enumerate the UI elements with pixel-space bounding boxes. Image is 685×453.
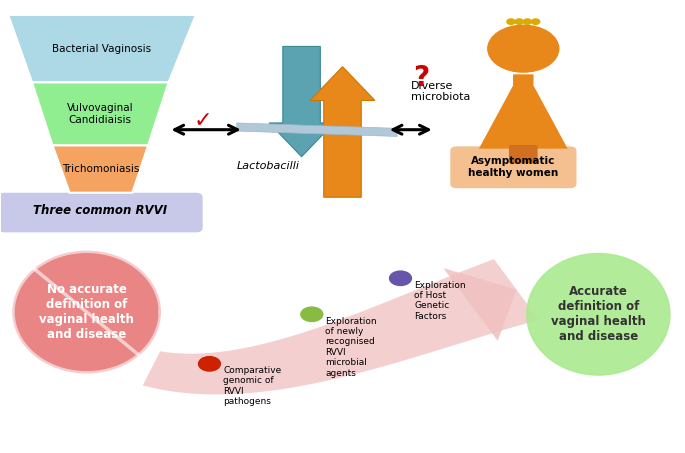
Circle shape	[532, 19, 540, 24]
Text: Diverse
microbiota: Diverse microbiota	[411, 81, 470, 102]
Text: Comparative
genomic of
RVVI
pathogens: Comparative genomic of RVVI pathogens	[223, 366, 282, 406]
Polygon shape	[8, 15, 196, 82]
Circle shape	[488, 25, 559, 72]
Polygon shape	[310, 67, 375, 197]
Ellipse shape	[13, 251, 160, 373]
Circle shape	[515, 19, 523, 24]
Text: Exploration
of Host
Genetic
Factors: Exploration of Host Genetic Factors	[414, 280, 466, 321]
Text: Trichomoniasis: Trichomoniasis	[62, 164, 139, 174]
Polygon shape	[269, 46, 334, 157]
Polygon shape	[53, 145, 148, 193]
Polygon shape	[32, 82, 169, 145]
Circle shape	[507, 19, 515, 24]
Circle shape	[523, 19, 532, 24]
Circle shape	[199, 357, 221, 371]
Text: ?: ?	[413, 64, 429, 92]
Polygon shape	[237, 123, 397, 136]
Text: No accurate
definition of
vaginal health
and disease: No accurate definition of vaginal health…	[39, 283, 134, 341]
Circle shape	[390, 271, 412, 285]
Polygon shape	[142, 259, 539, 395]
Text: Vulvovaginal
Candidiaisis: Vulvovaginal Candidiaisis	[67, 103, 134, 125]
Text: ✓: ✓	[193, 111, 212, 131]
Ellipse shape	[527, 254, 670, 375]
Polygon shape	[443, 268, 516, 341]
FancyBboxPatch shape	[0, 193, 203, 232]
Text: Accurate
definition of
vaginal health
and disease: Accurate definition of vaginal health an…	[551, 285, 646, 343]
Text: Asymptomatic
healthy women: Asymptomatic healthy women	[468, 156, 558, 178]
Text: Three common RVVI: Three common RVVI	[34, 204, 167, 217]
Polygon shape	[479, 74, 568, 149]
Text: Exploration
of newly
recognised
RVVI
microbial
agents: Exploration of newly recognised RVVI mic…	[325, 317, 377, 377]
Circle shape	[301, 307, 323, 322]
FancyBboxPatch shape	[450, 146, 577, 188]
FancyBboxPatch shape	[509, 145, 538, 164]
Text: Bacterial Vaginosis: Bacterial Vaginosis	[53, 43, 151, 53]
Text: Lactobacilli: Lactobacilli	[237, 161, 300, 171]
